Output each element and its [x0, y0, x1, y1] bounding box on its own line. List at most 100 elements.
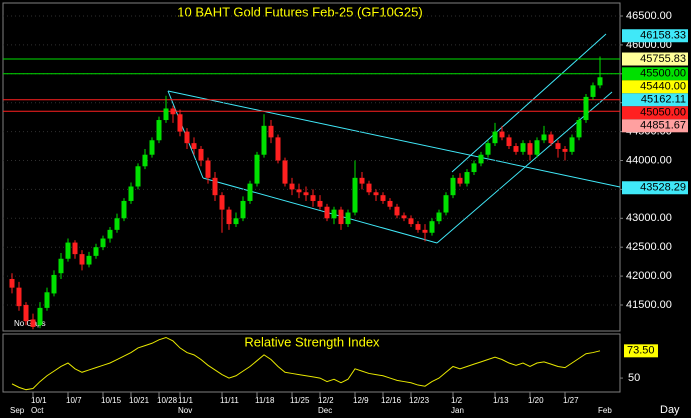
x-tick-label: 10/21	[129, 396, 150, 405]
y-tick-label: 42000.00	[626, 270, 672, 282]
rsi-line	[11, 336, 601, 391]
level-label: 46158.33	[640, 30, 686, 42]
x-tick-label: 10/1	[31, 396, 47, 405]
candle-body	[331, 209, 337, 219]
candle-body	[415, 224, 421, 230]
candle-body	[289, 183, 295, 190]
candle-body	[366, 183, 372, 193]
price-panel	[2, 2, 621, 332]
x-tick-label: 12/16	[381, 396, 402, 405]
x-tick-label: 1/27	[563, 396, 579, 405]
candle-body	[345, 212, 351, 225]
month-label: Sep	[10, 406, 25, 415]
candle-body	[240, 200, 246, 219]
month-label: Feb	[598, 406, 612, 415]
candle-body	[177, 114, 183, 132]
candle-body	[513, 146, 519, 152]
gaps-note: No Gaps	[14, 319, 46, 328]
candle-body	[142, 154, 148, 167]
x-tick-label: 1/2	[451, 396, 463, 405]
candle-body	[562, 148, 568, 152]
candle-body	[107, 229, 113, 239]
candle-body	[471, 163, 477, 173]
candle-body	[191, 143, 197, 149]
x-tick-label: 12/23	[409, 396, 430, 405]
candle-body	[16, 287, 22, 307]
candle-body	[576, 120, 582, 138]
candle-body	[590, 85, 596, 97]
candle-body	[44, 292, 50, 308]
candle-body	[72, 242, 78, 255]
level-box	[622, 67, 688, 81]
candle-body	[548, 134, 554, 144]
level-box	[622, 93, 688, 107]
y-tick-label: 46500.00	[626, 10, 672, 22]
candle-body	[443, 195, 449, 213]
candle-body	[135, 166, 141, 187]
level-label: 45755.83	[640, 53, 686, 65]
candle-body	[212, 177, 218, 196]
candle-body	[205, 160, 211, 178]
level-label: 45162.11	[641, 94, 686, 106]
candle-body	[359, 177, 365, 184]
level-box	[622, 80, 688, 94]
rsi-tick-label: 50	[628, 372, 640, 384]
candle-body	[583, 96, 589, 121]
month-label: Jan	[451, 406, 464, 415]
candle-body	[198, 148, 204, 161]
rsi-current-box	[624, 344, 658, 358]
candle-body	[268, 125, 274, 138]
x-tick-label: 1/13	[493, 396, 509, 405]
candle-body	[401, 215, 407, 219]
candle-body	[303, 192, 309, 196]
candle-body	[296, 189, 302, 193]
trendline	[202, 177, 438, 244]
level-box	[622, 181, 688, 195]
x-tick-label: 10/28	[157, 396, 178, 405]
candle-body	[457, 177, 463, 184]
candle-body	[226, 209, 232, 225]
level-label: 45440.00	[640, 81, 686, 93]
rsi-panel	[2, 333, 621, 393]
candle-body	[23, 304, 29, 322]
candle-body	[492, 131, 498, 144]
candle-body	[520, 143, 526, 152]
y-tick-label: 43000.00	[626, 212, 672, 224]
trendline	[436, 91, 613, 244]
candle-body	[121, 200, 127, 219]
candle-body	[170, 108, 176, 115]
candle-body	[128, 186, 134, 201]
y-tick-label: 42500.00	[626, 241, 672, 253]
candle-body	[317, 200, 323, 207]
level-label: 44851.67	[640, 120, 686, 132]
candle-body	[114, 218, 120, 230]
candle-body	[408, 218, 414, 225]
candle-body	[79, 254, 85, 265]
month-label: Oct	[31, 406, 44, 415]
candle-body	[506, 137, 512, 147]
candle-body	[261, 125, 267, 155]
y-tick-label: 44000.00	[626, 154, 672, 166]
rsi-current-label: 73.50	[627, 345, 655, 357]
candle-body	[485, 143, 491, 155]
candle-body	[254, 154, 260, 184]
x-tick-label: 11/25	[290, 396, 310, 405]
candle-body	[436, 212, 442, 222]
candle-body	[387, 200, 393, 207]
candle-body	[93, 247, 99, 256]
trendline	[451, 33, 607, 173]
x-tick-label: 12/2	[318, 396, 334, 405]
level-box	[622, 52, 688, 66]
level-box	[622, 119, 688, 133]
candle-body	[373, 192, 379, 196]
candle-body	[527, 143, 533, 155]
candle-body	[149, 140, 155, 155]
candle-body	[100, 238, 106, 248]
candle-body	[422, 229, 428, 233]
candle-body	[51, 274, 57, 294]
candle-body	[282, 160, 288, 184]
x-tick-label: 11/11	[220, 396, 239, 405]
chart-title: 10 BAHT Gold Futures Feb-25 (GF10G25)	[177, 4, 422, 19]
